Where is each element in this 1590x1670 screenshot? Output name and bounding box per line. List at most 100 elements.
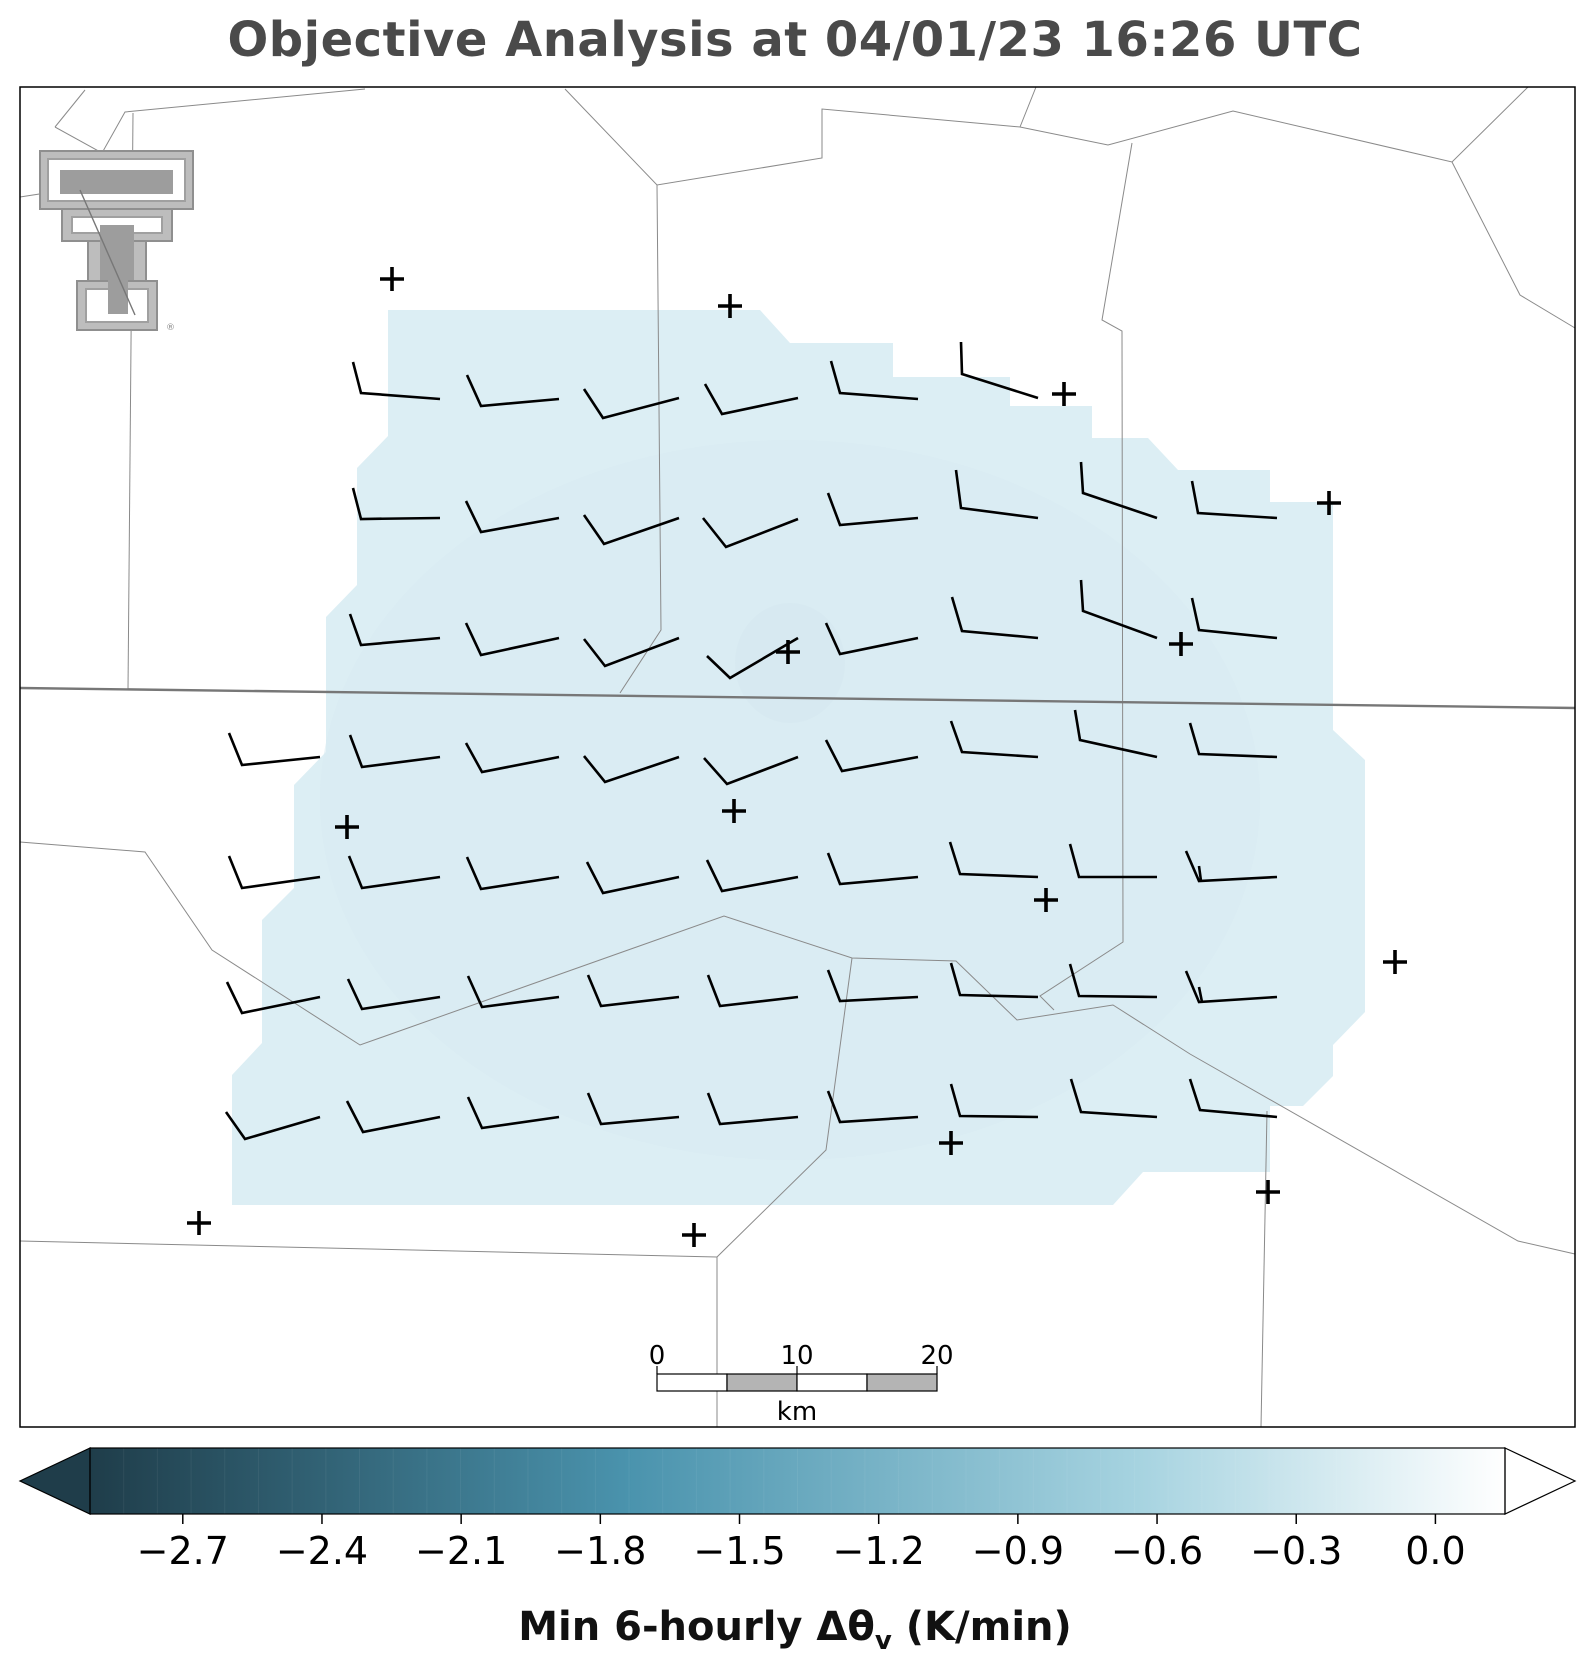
wind-barb (1079, 461, 1158, 520)
wind-barb (959, 341, 1039, 400)
wind-barb (582, 755, 680, 784)
scale-label-0: 0 (649, 1341, 666, 1371)
wind-barb (1188, 1078, 1278, 1119)
wind-barb (348, 613, 441, 647)
wind-barb (586, 1092, 680, 1126)
wind-barb (585, 861, 680, 895)
wind-barb (949, 1083, 1039, 1119)
station-plus-marker (1034, 888, 1058, 912)
colorbar-tick-label: −1.5 (693, 1529, 785, 1573)
wind-barb (582, 388, 680, 420)
station-plus-marker (722, 799, 746, 823)
wind-barb (1073, 709, 1158, 759)
scale-label-20: 20 (920, 1341, 953, 1371)
wind-barb (1068, 843, 1157, 879)
station-markers (187, 267, 1407, 1247)
wind-barb (465, 374, 560, 408)
wind-barb (586, 974, 680, 1008)
wind-barb (347, 855, 441, 890)
wind-barb (949, 720, 1039, 759)
wind-barb (1069, 1078, 1158, 1119)
station-plus-marker (682, 1223, 706, 1247)
wind-barb (224, 1111, 321, 1141)
wind-barb (582, 636, 680, 668)
wind-barb (706, 1092, 799, 1126)
texas-tech-double-t-logo: ® (39, 150, 194, 333)
station-plus-marker (1317, 491, 1341, 515)
colorbar-tick-label: −1.8 (554, 1529, 646, 1573)
wind-barb (1184, 850, 1278, 883)
colorbar-tick-label: −0.6 (1111, 1529, 1203, 1573)
wind-barb (826, 492, 919, 527)
colorbar-tick-label: −0.3 (1250, 1529, 1342, 1573)
wind-barb (465, 856, 560, 891)
scale-unit: km (777, 1397, 817, 1427)
wind-barb (948, 841, 1039, 879)
colorbar-max-extension (1504, 1447, 1577, 1515)
colorbar-label-text: Min 6-hourly Δθ (518, 1604, 875, 1650)
state-boundary (19, 686, 1576, 710)
station-plus-marker (939, 1131, 963, 1155)
station-plus-marker (718, 294, 742, 318)
colorbar-label-subscript: v (874, 1626, 892, 1656)
wind-barb (1068, 963, 1158, 999)
wind-barb (1190, 480, 1278, 520)
wind-barb (703, 755, 799, 786)
station-plus-marker (1052, 382, 1076, 406)
wind-barb (466, 1096, 560, 1130)
wind-barb (348, 734, 441, 769)
scale-label-10: 10 (780, 1341, 813, 1371)
colorbar-tick-label: −2.4 (276, 1529, 368, 1573)
colorbar-min-extension (18, 1447, 91, 1515)
wind-barb (464, 622, 560, 657)
wind-barb (826, 969, 919, 1003)
wind-barb (227, 732, 321, 767)
wind-barb (225, 981, 321, 1015)
wind-barb (1190, 597, 1278, 640)
wind-barb (464, 742, 560, 774)
colorbar-tick-label: −0.9 (972, 1529, 1064, 1573)
wind-barb (824, 739, 919, 773)
colorbar-tick-label: 0.0 (1405, 1529, 1465, 1573)
wind-barb (351, 487, 441, 521)
colorbar-label: Min 6-hourly Δθv (K/min) (0, 1604, 1590, 1656)
scale-bar: 0 10 20 km (649, 1341, 954, 1427)
colorbar-gradient (90, 1448, 1505, 1514)
wind-barb (346, 978, 441, 1011)
wind-barb (227, 855, 321, 890)
wind-barb (1184, 970, 1278, 1004)
wind-barb (705, 859, 799, 893)
wind-barbs (224, 341, 1278, 1141)
wind-barb (826, 852, 919, 886)
colorbar-label-units: (K/min) (891, 1604, 1072, 1650)
wind-barb (464, 500, 560, 534)
analysis-field (232, 310, 1365, 1205)
colorbar-tick-label: −2.7 (137, 1529, 229, 1573)
colorbar: −2.7 −2.4 −2.1 −1.8 −1.5 −1.2 −0.9 −0.6 −0.3 0.0 (18, 1447, 1577, 1573)
station-plus-marker (335, 815, 359, 839)
station-plus-marker (1383, 950, 1407, 974)
wind-barb (345, 1100, 441, 1134)
wind-barb (706, 974, 799, 1008)
wind-barb (1188, 722, 1278, 759)
wind-barb (949, 962, 1039, 999)
station-plus-marker (1256, 1180, 1280, 1204)
colorbar-bands (123, 1448, 1472, 1514)
wind-barb (950, 596, 1039, 640)
station-plus-marker (380, 267, 404, 291)
wind-barb (1079, 579, 1158, 640)
wind-barb (706, 636, 799, 680)
wind-barb (466, 975, 560, 1009)
wind-barb (703, 383, 799, 416)
station-plus-marker (776, 640, 800, 664)
station-plus-marker (187, 1211, 211, 1235)
station-plus-marker (1169, 632, 1193, 656)
colorbar-ticks: −2.7 −2.4 −2.1 −1.8 −1.5 −1.2 −0.9 −0.6 −0.3 0.0 (137, 1514, 1466, 1573)
wind-barb (351, 361, 441, 401)
wind-barb (701, 517, 799, 549)
wind-barb (829, 360, 919, 401)
map-frame (19, 86, 1576, 1428)
map-title: Objective Analysis at 04/01/23 16:26 UTC (227, 12, 1363, 68)
colorbar-tick-label: −2.1 (415, 1529, 507, 1573)
